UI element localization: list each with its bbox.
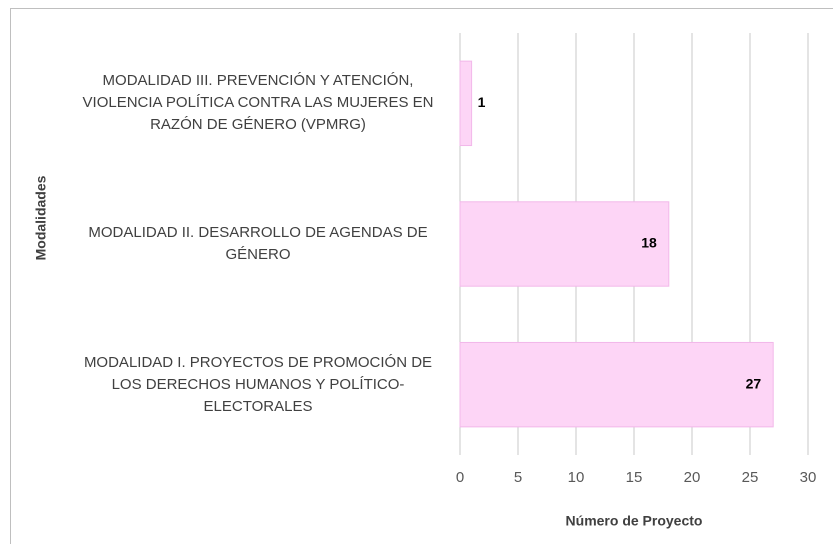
bar bbox=[459, 201, 670, 287]
x-tick-label: 10 bbox=[568, 469, 585, 486]
y-tick-label: MODALIDAD II. DESARROLLO DE AGENDAS DE G… bbox=[88, 224, 428, 263]
x-tick-label: 20 bbox=[684, 469, 701, 486]
data-label: 18 bbox=[641, 235, 657, 251]
data-label: 27 bbox=[746, 375, 762, 391]
y-tick-label: MODALIDAD III. PREVENCIÓN Y ATENCIÓN, VI… bbox=[82, 72, 434, 134]
y-axis-title: Modalidades bbox=[33, 175, 49, 260]
bar bbox=[459, 60, 473, 147]
x-tick-label: 5 bbox=[514, 469, 522, 486]
x-tick-label: 15 bbox=[626, 469, 643, 486]
bar bbox=[459, 341, 774, 428]
x-axis-title: Número de Proyecto bbox=[566, 513, 703, 529]
x-tick-label: 25 bbox=[742, 469, 759, 486]
x-tick-label: 30 bbox=[800, 469, 817, 486]
data-label: 1 bbox=[478, 94, 486, 110]
chart-border bbox=[10, 8, 833, 544]
y-tick-label: MODALIDAD I. PROYECTOS DE PROMOCIÓN DE L… bbox=[83, 353, 433, 415]
x-tick-label: 0 bbox=[456, 469, 464, 486]
